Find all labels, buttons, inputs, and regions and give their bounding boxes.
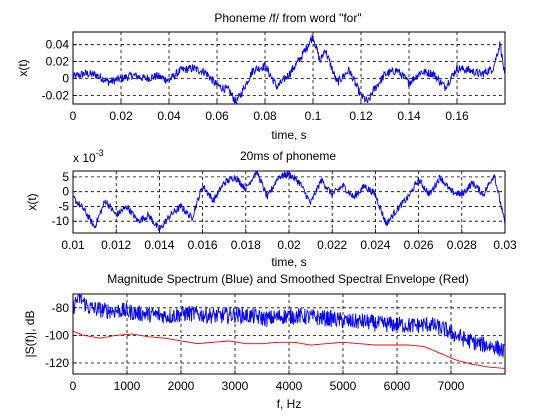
panel-2-xtick-label: 0.022 xyxy=(317,238,347,252)
panel-2-xtick-label: 0.024 xyxy=(360,238,390,252)
panel-1-series-0-line xyxy=(72,34,506,105)
panel-1-ytick-label: -0.02 xyxy=(42,89,70,103)
panel-1-ytick-label: 0.04 xyxy=(46,38,70,52)
panel-1-xtick-label: 0.1 xyxy=(305,109,322,123)
panel-2-ytick-label: 5 xyxy=(62,170,69,184)
panel-2-series-0-line xyxy=(72,170,506,232)
panel-3-lines xyxy=(72,293,506,369)
panel-1-xtick-label: 0.08 xyxy=(253,109,277,123)
panel-3-xtick-label: 4000 xyxy=(276,379,303,393)
panel-3-series-blue-line xyxy=(72,293,506,358)
panel-1-xtick-label: 0.04 xyxy=(157,109,181,123)
panel-1-axes xyxy=(72,31,506,105)
panel-2-xtick-label: 0.01 xyxy=(61,238,85,252)
panel-2-ylabel: x(t) xyxy=(25,193,39,210)
panel-3-ytick-label: -120 xyxy=(45,356,69,370)
panel-3-ticks: 0 1000 2000 3000 4000 5000 6000 7000 -120 -100 -80 xyxy=(45,301,465,393)
panel-1: Phoneme /f/ from word "for" 0 0.02 0.04 0.0… xyxy=(16,11,506,142)
panel-2-ytick-label: 0 xyxy=(62,185,69,199)
panel-1-xtick-label: 0.14 xyxy=(397,109,421,123)
panel-2-grid xyxy=(72,171,506,233)
panel-3-xlabel: f, Hz xyxy=(277,397,302,411)
panel-2-xtick-label: 0.018 xyxy=(231,238,261,252)
panel-2-lines xyxy=(72,170,506,232)
panel-3-ytick-label: -100 xyxy=(45,328,69,342)
panel-3-xtick-label: 5000 xyxy=(330,379,357,393)
panel-1-ytick-label: 0.02 xyxy=(46,55,70,69)
panel-2-xtick-label: 0.016 xyxy=(188,238,218,252)
panel-1-ticks: 0 0.02 0.04 0.06 0.08 0.1 0.12 0.14 0.16-0.0200.… xyxy=(42,38,469,123)
panel-3-xtick-label: 6000 xyxy=(384,379,411,393)
panel-1-xtick-label: 0.06 xyxy=(205,109,229,123)
panel-2-ytick-label: -10 xyxy=(52,214,70,228)
panel-2-ticks: 0.01 0.012 0.014 0.016 0.018 0.02 0.022 0.024 0.… xyxy=(52,170,517,252)
panel-1-ylabel: x(t) xyxy=(16,59,30,76)
panel-3-series-red-line xyxy=(72,330,506,369)
panel-2-title: 20ms of phoneme xyxy=(240,149,336,163)
panel-1-xtick-label: 0.16 xyxy=(445,109,469,123)
panel-3-ytick-label: -80 xyxy=(52,301,70,315)
panel-2-xtick-label: 0.02 xyxy=(277,238,301,252)
panel-3-ylabel: |S(f)|, dB xyxy=(23,311,37,358)
panel-2-exponent-power: -3 xyxy=(96,148,104,158)
panel-2-xlabel: time, s xyxy=(271,255,306,269)
panel-2-xtick-label: 0.028 xyxy=(447,238,477,252)
panel-3-xtick-label: 3000 xyxy=(222,379,249,393)
panel-1-lines xyxy=(72,34,506,105)
panel-2-xtick-label: 0.026 xyxy=(404,238,434,252)
panel-3-grid xyxy=(72,294,505,374)
panel-3-xtick-label: 1000 xyxy=(114,379,141,393)
panel-2: 20ms of phoneme x 10-3 0.01 0.012 0.014 0.0… xyxy=(25,148,517,269)
panel-3-title: Magnitude Spectrum (Blue) and Smoothed S… xyxy=(107,272,469,286)
panel-3-xtick-label: 7000 xyxy=(438,379,465,393)
panel-2-xtick-label: 0.014 xyxy=(144,238,174,252)
panel-1-xtick-label: 0.12 xyxy=(349,109,373,123)
panel-1-ytick-label: 0 xyxy=(62,72,69,86)
panel-2-xtick-label: 0.012 xyxy=(101,238,131,252)
panel-1-title: Phoneme /f/ from word "for" xyxy=(214,11,361,25)
panel-3-xtick-label: 2000 xyxy=(168,379,195,393)
panel-3: Magnitude Spectrum (Blue) and Smoothed S… xyxy=(23,272,506,411)
panel-2-ytick-label: -5 xyxy=(58,199,69,213)
panel-1-xtick-label: 0.02 xyxy=(109,109,133,123)
panel-1-xtick-label: 0 xyxy=(70,109,77,123)
panel-1-xlabel: time, s xyxy=(271,128,306,142)
panel-2-exponent-label: x 10-3 xyxy=(73,148,104,165)
panel-2-xtick-label: 0.03 xyxy=(493,238,517,252)
panel-3-xtick-label: 0 xyxy=(70,379,77,393)
panel-2-exponent-base: x 10 xyxy=(73,151,96,165)
